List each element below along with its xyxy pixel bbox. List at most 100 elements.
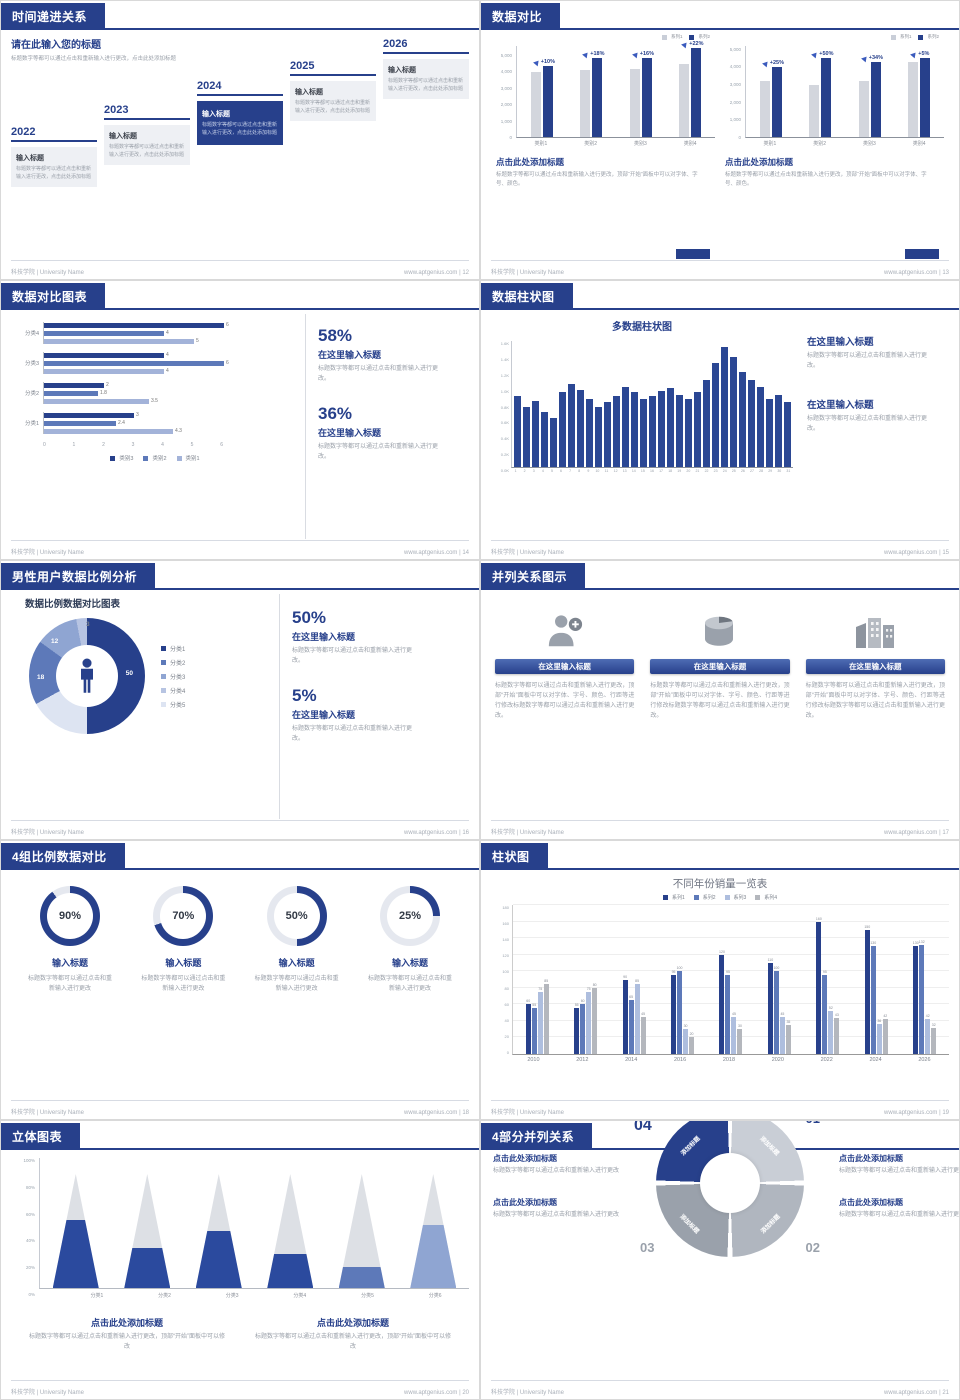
- span: 100%: [23, 1158, 35, 1163]
- span: +18%: [590, 51, 605, 58]
- gb-vl: 45: [641, 1011, 646, 1016]
- legend-label: 分类1: [170, 646, 186, 653]
- timeline-box: 输入标题 标题数字等都可以通过点击和重新输入进行更改，点击此处添加标题: [383, 59, 469, 99]
- gb-gl: [513, 986, 949, 988]
- hb-cat: 分类2: [24, 391, 39, 397]
- legend-label: 类别1: [185, 456, 200, 462]
- gb-bw: 45: [731, 905, 737, 1054]
- slide-four-ratio-comparison[interactable]: 4组比例数据对比 90% 输入标题 标题数字等都可以通过点击和重新输入进行更改 …: [1, 841, 479, 1119]
- hb-cat: 分类3: [24, 361, 39, 367]
- horizontal-bar-chart: 分类4 6 4 5 分类3 4 6 4 分类2 2 1.8 3.5 分类1 3 2.4 4.3 0 1 2 3 4 5 6: [11, 322, 299, 448]
- note-title: 点击此处添加标题: [316, 1318, 389, 1328]
- gb-vl: 43: [834, 1013, 839, 1018]
- span: +34%: [868, 54, 883, 61]
- path: [548, 632, 574, 647]
- note-item: 点击此处添加标题 标题数字等都可以通过点击和重新输入进行更改: [839, 1153, 959, 1177]
- slide-3d-chart[interactable]: 立体图表 100% 80% 60% 40% 20% 0% 分类1 分类2 分类3 分类4 分类5 分类…: [1, 1121, 479, 1399]
- slide-male-ratio-analysis[interactable]: 男性用户数据比例分析 数据比例数据对比图表 50 18 12 3: [1, 561, 479, 839]
- slide-comparison-chart[interactable]: 数据对比图表 分类4 6 4 5 分类3 4 6 4 分类2 2 1.8 3.5 分类1 3 2.4 4.3 0…: [1, 281, 479, 559]
- path: [571, 621, 579, 628]
- note-item: 点击此处添加标题 标题数字等都可以通过点击和重新输入进行更改: [493, 1153, 621, 1177]
- slide-parallel-relation[interactable]: 并列关系图示 在这里输入标题 标题数字等都可以通过点击和重新输入进行更改，顶部“…: [481, 561, 959, 839]
- slide-multi-bar-chart[interactable]: 数据柱状图 多数据柱状图 1.6K 1.4K 1.2K 1.0K 0.8K 0.6K 0.4…: [481, 281, 959, 559]
- slide-four-part-relation[interactable]: 4部分并列关系 添加标题 添加标题 添加标题 添加标题 01 02 03 04 …: [481, 1121, 959, 1399]
- mb-bar: [577, 389, 584, 467]
- span: www.aptgenius.com20: [404, 1390, 469, 1396]
- gb-bw: 55: [574, 905, 580, 1054]
- pc-g: +16%: [629, 46, 654, 137]
- legend-swatch: [693, 895, 699, 900]
- span: 3: [532, 469, 535, 473]
- ring-card: 70% 输入标题 标题数字等都可以通过点击和重新输入进行更改: [132, 886, 234, 1099]
- slide-data-comparison[interactable]: 数据对比 系列1 系列2 5,000 4,000 3,000 2,000 1,000 0 +…: [481, 1, 959, 279]
- pc-main: 5,000 4,000 3,000 2,000 1,000 0 +25% +50% +34% +5…: [725, 46, 944, 140]
- gb-g: 110 100 45 35: [767, 905, 791, 1054]
- timeline-box-title: 输入标题: [16, 155, 44, 162]
- slide-body: 请在此输入您的标题 标题数字等都可以通过点击和重新输入进行更改，点击此处添加标题…: [11, 34, 469, 259]
- slide-bar-chart[interactable]: 柱状图 不同年份销量一览表 系列1 系列2 系列3 系列4 180 160 140 1…: [481, 841, 959, 1119]
- span: www.aptgenius.com15: [884, 550, 949, 556]
- slide-header: 柱状图: [481, 841, 959, 870]
- donut-chart: 50 18 12 3: [29, 618, 145, 734]
- footer-site: www.aptgenius.com: [404, 830, 458, 836]
- slide-title: 4部分并列关系: [481, 1123, 593, 1150]
- span: 5: [190, 442, 194, 448]
- pc-g: +18%: [580, 46, 605, 137]
- slide-title: 男性用户数据比例分析: [1, 563, 156, 590]
- span: 160: [502, 921, 509, 927]
- span: 分类5: [361, 1293, 374, 1299]
- slide-header: 数据对比图表: [1, 281, 479, 310]
- hb-ln: 1.8: [44, 390, 299, 396]
- gb-bar: [543, 983, 549, 1054]
- slide-time-progression[interactable]: 时间递进关系 请在此输入您的标题 标题数字等都可以通过点击和重新输入进行更改，点…: [1, 1, 479, 279]
- hb-ln: 4: [44, 352, 299, 358]
- chart-legend: 分类1 分类2 分类3 分类4 分类5: [161, 644, 185, 709]
- note-title: 点击此处添加标题: [493, 1198, 557, 1207]
- pc-b2: [870, 61, 881, 137]
- gb-bar: [925, 1019, 931, 1054]
- pc-ya: 5,000 4,000 3,000 2,000 1,000 0: [725, 46, 745, 140]
- pc-t: 5,000: [729, 46, 741, 52]
- span: 80%: [25, 1184, 35, 1190]
- gb-bw: 130: [870, 905, 876, 1054]
- building-icon: [856, 618, 895, 648]
- title-bar: 在这里输入标题: [805, 659, 945, 674]
- span: 类别4: [912, 141, 926, 147]
- span: 1: [514, 469, 517, 473]
- hb-val: 3.5: [151, 398, 158, 404]
- gb-bar: [816, 921, 822, 1054]
- donut-value: 12: [51, 638, 59, 645]
- timeline-item-2022: 2022 输入标题 标题数字等都可以通过点击和重新输入进行更改，点击此处添加标题: [11, 126, 97, 259]
- pc-lab: +10%: [532, 58, 570, 66]
- slide-body: 100% 80% 60% 40% 20% 0% 分类1 分类2 分类3 分类4 分类5 分类6 点击此…: [11, 1154, 469, 1379]
- hb-bar: [44, 390, 98, 396]
- cone: [124, 1174, 171, 1288]
- legend-swatch: [890, 34, 896, 40]
- ring-card: 90% 输入标题 标题数字等都可以通过点击和重新输入进行更改: [19, 886, 121, 1099]
- span: 12: [613, 469, 618, 473]
- mb-wrap: 1.6K 1.4K 1.2K 1.0K 0.8K 0.6K 0.4K 0.2K 0.0K 1 2 3 4…: [491, 341, 793, 473]
- gb-bw: 45: [779, 905, 785, 1054]
- span: 6: [560, 469, 562, 473]
- gb-bw: 20: [689, 905, 695, 1054]
- gb-bar: [919, 944, 925, 1054]
- stat-body: 标题数字等都可以通过点击和重新输入进行更改。: [318, 444, 439, 460]
- pc-t: 3,000: [500, 85, 512, 91]
- notes-block: 点击此处添加标题 标题数字等都可以通过点击和重新输入进行更改，顶部“开始”面板中…: [11, 1306, 469, 1352]
- gb-vl: 65: [629, 995, 634, 1000]
- span: 2012: [576, 1057, 589, 1063]
- gb-ya: 180 160 140 120 100 80 60 40 20 0: [491, 905, 512, 1055]
- path: [81, 668, 93, 693]
- progress-ring: 50%: [266, 886, 327, 946]
- progress-ring: 70%: [153, 886, 214, 946]
- rect: [871, 628, 874, 631]
- page-number: 12: [457, 270, 469, 276]
- slide-header: 并列关系图示: [481, 561, 959, 590]
- panel-caption: 点击此处添加标题: [725, 157, 794, 167]
- note-title: 点击此处添加标题: [839, 1198, 903, 1207]
- mb-bar: [766, 399, 773, 467]
- span: 19: [677, 469, 682, 473]
- lg: 类别1: [176, 454, 200, 462]
- gb-vl: 110: [767, 957, 774, 962]
- gb-vl: 80: [592, 982, 597, 987]
